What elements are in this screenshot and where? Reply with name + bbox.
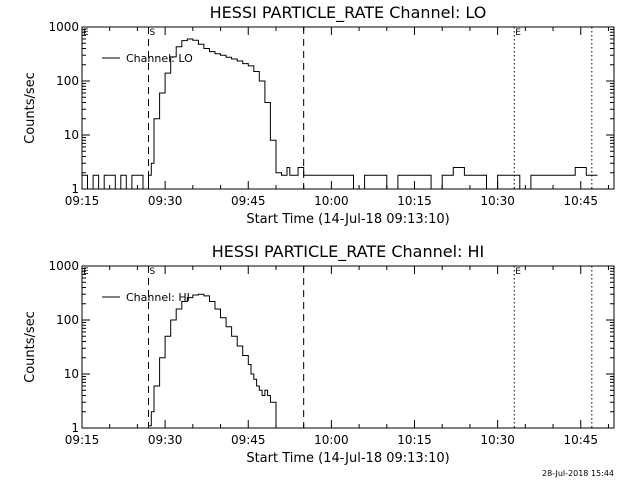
x-tick-label: 09:30: [148, 194, 183, 208]
marker-label: E: [83, 267, 89, 277]
x-tick-label: 09:30: [148, 433, 183, 447]
y-tick-label: 10: [64, 128, 79, 142]
y-tick-label: 10: [64, 367, 79, 381]
x-tick-label: 09:15: [65, 433, 100, 447]
y-tick-label: 1: [71, 182, 79, 196]
marker-label: S: [150, 28, 156, 38]
x-tick-label: 10:15: [397, 433, 432, 447]
y-tick-label: 100: [56, 74, 79, 88]
y-axis-label: Counts/sec: [23, 311, 38, 383]
chart-title: HESSI PARTICLE_RATE Channel: HI: [212, 242, 485, 262]
legend-label: Channel: LO: [126, 52, 193, 65]
y-tick-label: 1000: [48, 259, 79, 273]
x-tick-label: 10:00: [314, 194, 349, 208]
y-tick-label: 1: [71, 421, 79, 435]
y-tick-label: 1000: [48, 20, 79, 34]
x-tick-label: 10:15: [397, 194, 432, 208]
x-axis-label: Start Time (14-Jul-18 09:13:10): [246, 212, 449, 227]
chart-panel-lo: HESSI PARTICLE_RATE Channel: LO 1 10 100 100…: [23, 3, 615, 227]
series-line: [82, 38, 598, 189]
y-axis-label: Counts/sec: [23, 72, 38, 144]
marker-label: E: [515, 267, 521, 277]
x-axis-label: Start Time (14-Jul-18 09:13:10): [246, 451, 449, 466]
marker-label: E: [83, 28, 89, 38]
x-tick-label: 10:30: [480, 433, 515, 447]
x-tick-label: 09:15: [65, 194, 100, 208]
chart-title: HESSI PARTICLE_RATE Channel: LO: [210, 3, 487, 23]
chart-panel-hi: HESSI PARTICLE_RATE Channel: HI 1 10 100 100…: [23, 242, 615, 466]
x-tick-label: 10:00: [314, 433, 349, 447]
x-tick-label: 09:45: [231, 194, 266, 208]
footer-timestamp: 28-Jul-2018 15:44: [542, 469, 614, 478]
x-tick-label: 10:30: [480, 194, 515, 208]
y-tick-label: 100: [56, 313, 79, 327]
legend-label: Channel: HI: [126, 291, 190, 304]
x-tick-label: 09:45: [231, 433, 266, 447]
marker-label: E: [515, 28, 521, 38]
series-line: [148, 293, 277, 428]
marker-label: S: [150, 267, 156, 277]
x-tick-label: 10:45: [563, 194, 598, 208]
x-tick-label: 10:45: [563, 433, 598, 447]
